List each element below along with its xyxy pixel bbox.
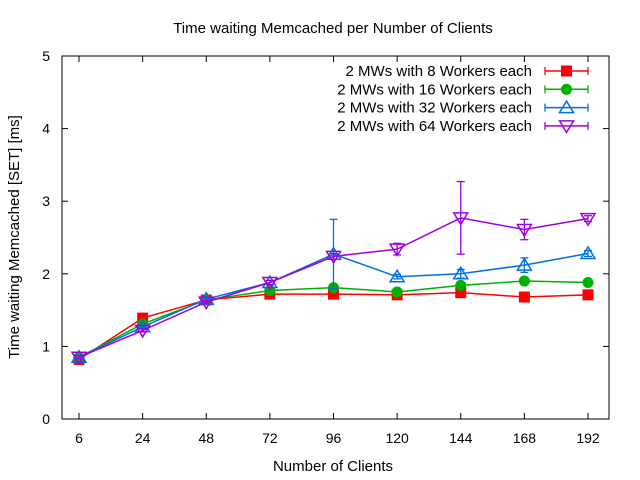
y-tick-label: 3: [42, 193, 50, 209]
x-tick-label: 96: [326, 430, 342, 446]
x-tick-label: 168: [513, 430, 537, 446]
y-axis-title: Time waiting Memcached [SET] [ms]: [6, 115, 23, 359]
legend-marker: [558, 120, 575, 134]
legend-entry-3: 2 MWs with 32 Workers each: [337, 99, 589, 117]
data-point: [452, 212, 470, 226]
x-tick-label: 72: [262, 430, 278, 446]
data-point: [261, 276, 279, 291]
x-tick-label: 144: [449, 430, 473, 446]
data-point: [388, 268, 406, 283]
data-point: [134, 324, 151, 339]
data-point: [70, 351, 88, 366]
x-tick-label: 48: [198, 430, 214, 446]
series-line: [78, 217, 589, 358]
data-point: [197, 296, 215, 311]
y-tick-label: 4: [42, 121, 50, 137]
series-2: [73, 275, 594, 363]
data-point: [582, 289, 594, 301]
data-point: [388, 243, 406, 258]
series-layer: [70, 180, 597, 366]
chart-title: Time waiting Memcached per Number of Cli…: [173, 20, 493, 37]
series-line: [78, 291, 589, 361]
data-point: [391, 286, 403, 298]
x-tick-label: 24: [135, 430, 151, 446]
data-point: [579, 245, 597, 260]
x-tick-label: 192: [576, 430, 600, 446]
axes-layer: 0 1 2 3 4 5 6 24 48 72 96 120 144 168 192: [42, 48, 609, 446]
data-point: [452, 265, 470, 280]
data-point: [516, 223, 533, 238]
data-point: [325, 250, 342, 265]
legend-label: 2 MWs with 64 Workers each: [337, 118, 532, 135]
y-tick-label: 2: [42, 266, 50, 282]
legend-entry-1: 2 MWs with 8 Workers each: [346, 63, 589, 80]
x-tick-label: 6: [75, 430, 83, 446]
y-tick-label: 5: [42, 48, 50, 64]
plot-frame: [61, 55, 610, 420]
legend-marker: [561, 65, 572, 77]
y-tick-label: 1: [42, 338, 50, 354]
series-4: [70, 180, 597, 366]
legend-marker: [561, 83, 572, 95]
data-point: [455, 279, 467, 291]
legend-marker: [558, 99, 575, 114]
data-point: [516, 257, 533, 271]
y-tick-label: 0: [42, 411, 50, 427]
data-point: [582, 277, 594, 289]
legend-label: 2 MWs with 32 Workers each: [337, 100, 532, 117]
data-point: [518, 291, 530, 303]
legend-label: 2 MWs with 8 Workers each: [346, 63, 532, 80]
legend-entry-4: 2 MWs with 64 Workers each: [337, 118, 589, 135]
data-point: [518, 275, 530, 287]
x-axis-title: Number of Clients: [273, 458, 393, 475]
x-tick-label: 120: [385, 430, 409, 446]
data-point: [579, 212, 597, 227]
legend-entry-2: 2 MWs with 16 Workers each: [337, 81, 589, 98]
legend-label: 2 MWs with 16 Workers each: [337, 81, 532, 98]
